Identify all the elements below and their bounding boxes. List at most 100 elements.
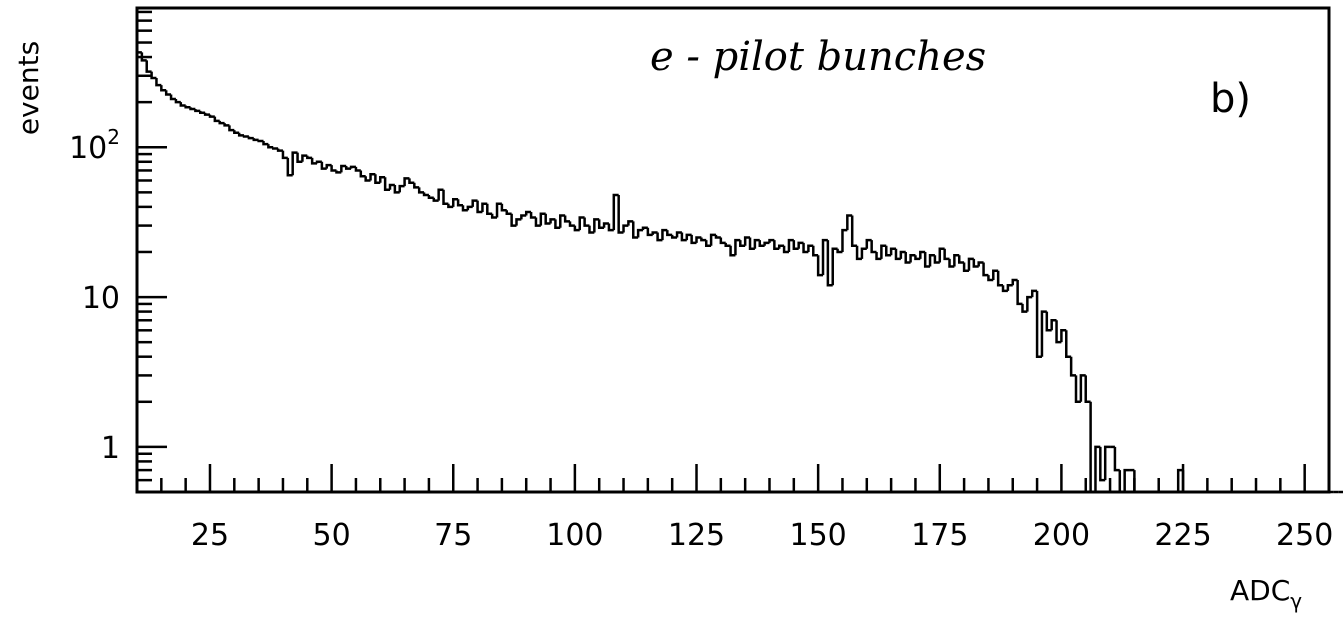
histogram-bin	[369, 173, 376, 181]
histogram-bin	[704, 240, 712, 248]
histogram-bin	[612, 193, 619, 231]
histogram-bin	[286, 157, 293, 177]
histogram-bin	[841, 228, 848, 252]
x-tick-label: 175	[911, 518, 968, 553]
histogram-bin	[632, 221, 639, 239]
y-tick-label: 102	[69, 125, 120, 166]
histogram-bin	[1035, 290, 1042, 358]
histogram-bin	[549, 218, 556, 224]
histogram-bin	[627, 220, 634, 226]
histogram-bin	[213, 116, 220, 123]
histogram-bin	[831, 247, 838, 286]
x-axis-label: ADCγ	[1230, 574, 1302, 613]
histogram-bin	[432, 197, 439, 202]
histogram-bin	[743, 236, 751, 246]
plot-frame	[135, 6, 1331, 494]
histogram-bin	[919, 250, 926, 259]
histogram-bin	[850, 215, 858, 248]
histogram-bin	[1050, 319, 1057, 331]
histogram-bin	[1060, 329, 1067, 343]
histogram-bin	[451, 197, 459, 207]
y-axis-label: events	[12, 41, 45, 135]
histogram-bin	[1026, 295, 1033, 312]
histogram-bin	[354, 166, 361, 172]
histogram-bin	[427, 195, 434, 200]
histogram-bin	[164, 90, 172, 96]
histogram-bin	[281, 150, 288, 160]
histogram-bin	[252, 138, 259, 142]
x-tick-label: 150	[790, 518, 847, 553]
histogram-bin	[364, 176, 371, 182]
histogram-bin	[1006, 283, 1013, 291]
histogram-bin	[734, 238, 741, 256]
histogram-bin	[267, 144, 274, 149]
histogram-bin	[821, 238, 828, 276]
histogram-bin	[695, 236, 702, 243]
histogram-bin	[1089, 401, 1096, 494]
histogram-bin	[782, 245, 789, 254]
histogram-bin	[724, 242, 731, 248]
histogram-bin	[349, 165, 356, 169]
histogram-bin	[237, 132, 245, 137]
histogram-bin	[792, 240, 799, 251]
x-tick-label: 225	[1154, 518, 1211, 553]
x-tick-label: 250	[1276, 518, 1333, 553]
histogram-bin	[359, 170, 366, 178]
histogram-bin	[802, 242, 809, 254]
histogram-bin	[554, 219, 561, 230]
y-tick-base: 1	[101, 431, 120, 466]
histogram-bin	[306, 155, 313, 160]
histogram-bin	[875, 251, 882, 261]
histogram-bin	[860, 247, 867, 259]
histogram-bin	[325, 163, 332, 169]
x-axis-label-main: ADC	[1230, 574, 1290, 607]
histogram-bin	[1074, 375, 1081, 404]
x-tick-label: 100	[546, 518, 603, 553]
histogram-bin	[923, 251, 931, 268]
histogram-bin	[233, 130, 240, 134]
histogram-bin	[461, 205, 468, 212]
histogram-bin	[388, 183, 395, 190]
histogram-bin	[777, 244, 785, 249]
histogram-bin	[437, 188, 444, 201]
histogram-bin	[641, 226, 648, 231]
histogram-bin	[773, 240, 780, 251]
histogram-bin	[291, 151, 298, 176]
histogram-bin	[471, 199, 478, 207]
histogram-bin	[836, 248, 843, 254]
histogram-bin	[904, 251, 911, 264]
histogram-bin	[666, 230, 673, 237]
histogram-bin	[218, 120, 225, 125]
x-tick-label: 125	[668, 518, 725, 553]
x-tick-label: 200	[1033, 518, 1090, 553]
histogram-bin	[340, 164, 347, 173]
y-tick-base: 10	[82, 281, 120, 316]
histogram-bin	[247, 136, 254, 140]
histogram-bin	[651, 231, 658, 235]
chart-annotation: e - pilot bunches	[650, 34, 986, 80]
histogram-bin	[1103, 445, 1111, 481]
histogram-bin	[1030, 289, 1038, 298]
histogram-bin	[1118, 470, 1125, 494]
histogram-bin	[510, 213, 517, 227]
histogram-bin	[184, 105, 191, 109]
histogram-bin	[374, 174, 381, 184]
histogram-bin	[486, 203, 493, 215]
histogram-bin	[987, 275, 994, 282]
histogram-bin	[787, 238, 794, 252]
histogram-bin	[928, 254, 935, 267]
histogram-bin	[1021, 303, 1028, 313]
y-tick-label: 1	[101, 431, 120, 466]
histogram-bin	[1055, 320, 1062, 344]
y-tick-exponent: 2	[107, 125, 120, 149]
histogram-bin	[962, 262, 969, 272]
histogram-bin	[588, 225, 595, 234]
histogram-bin	[476, 200, 483, 214]
histogram-bin	[914, 255, 921, 261]
histogram-bin	[714, 234, 721, 239]
histogram-bin	[379, 176, 386, 183]
histogram-bin	[413, 182, 420, 189]
histogram-bin	[739, 240, 746, 248]
histogram-bin	[417, 187, 425, 194]
histogram-bin	[889, 247, 896, 256]
